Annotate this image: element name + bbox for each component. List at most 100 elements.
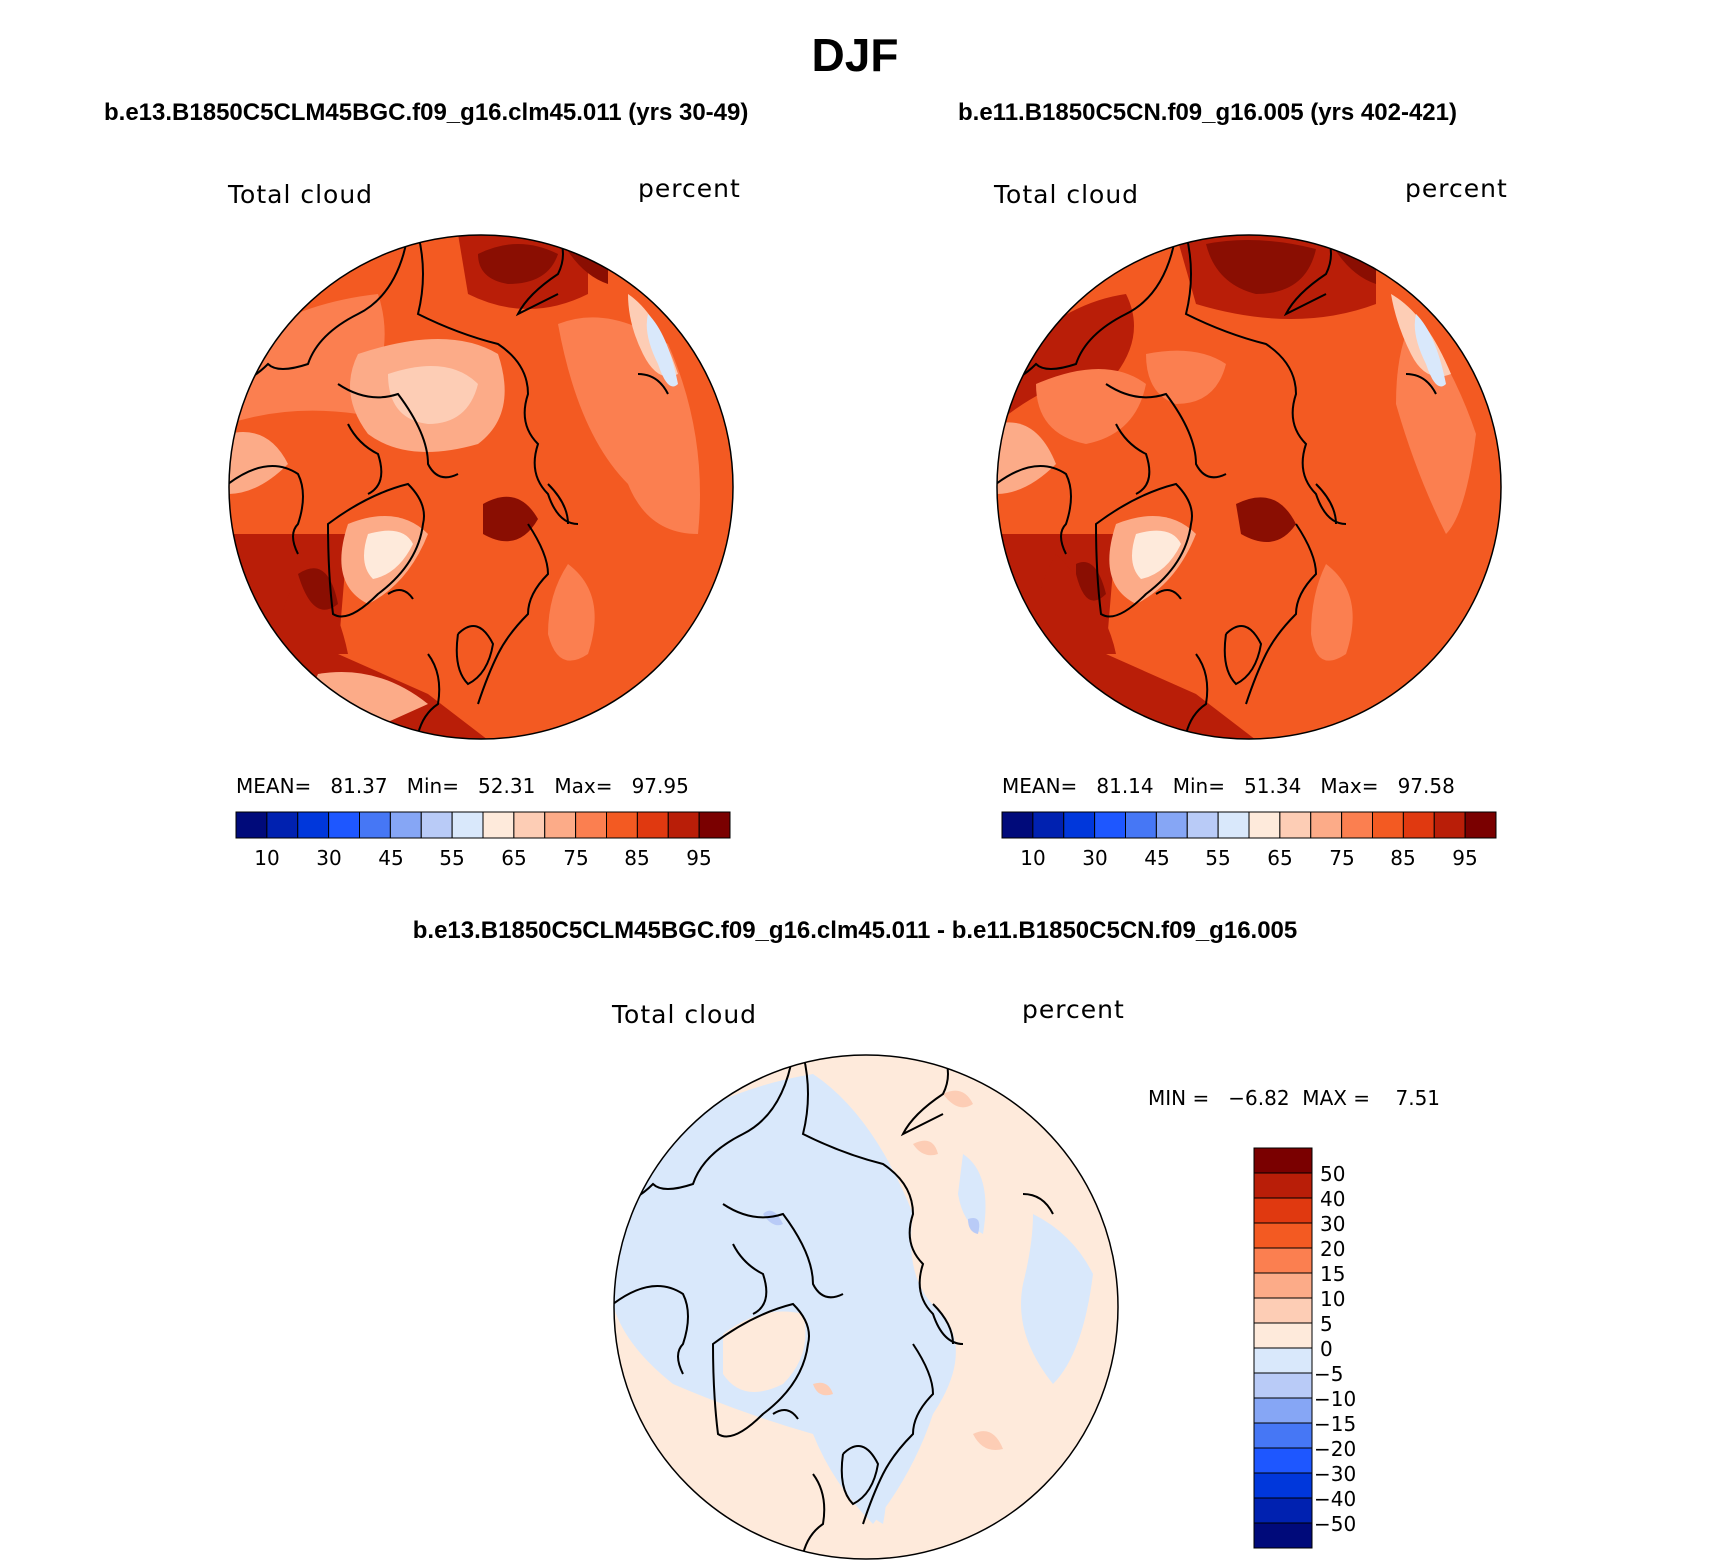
colorbar-swatch: [1341, 811, 1373, 839]
diff-tick: 0: [1320, 1337, 1333, 1361]
panel-1-max-value: 97.95: [631, 774, 689, 798]
colorbar-swatch: [1125, 811, 1157, 839]
diff-tick: −15: [1314, 1412, 1357, 1436]
colorbar-swatch: [1253, 1447, 1313, 1474]
panel-1-stats: MEAN= 81.37 Min= 52.31 Max= 97.95: [236, 774, 689, 798]
diff-variable-label: Total cloud: [612, 1000, 758, 1029]
colorbar-swatch: [1253, 1147, 1313, 1174]
panel-2-min-label: Min=: [1172, 774, 1225, 798]
panel-2-units-label: percent: [1405, 174, 1508, 203]
colorbar-swatch: [1253, 1297, 1313, 1324]
colorbar-swatch: [297, 811, 330, 839]
panel-1-colorbar-ticks: 10 30 45 55 65 75 85 95: [236, 846, 730, 872]
diff-tick: −30: [1314, 1462, 1357, 1486]
colorbar-swatch: [1063, 811, 1096, 839]
panel-1-units-label: percent: [638, 174, 741, 203]
panel-1-case-title: b.e13.B1850C5CLM45BGC.f09_g16.clm45.011 …: [104, 99, 749, 126]
panel-1-tick: 30: [316, 846, 342, 870]
diff-tick: 10: [1320, 1287, 1346, 1311]
diff-tick: −10: [1314, 1387, 1357, 1411]
colorbar-swatch: [420, 811, 453, 839]
colorbar-swatch: [1310, 811, 1343, 839]
panel-2-tick: 45: [1144, 846, 1170, 870]
colorbar-swatch: [667, 811, 700, 839]
diff-colorbar-ticks: 50 40 30 20 15 10 5 0 −5 −10 −15 −20 −30…: [1314, 1152, 1380, 1548]
colorbar-swatch: [451, 811, 484, 839]
diff-tick: −40: [1314, 1487, 1357, 1511]
figure-title: DJF: [811, 29, 899, 81]
colorbar-swatch: [1253, 1172, 1313, 1199]
diff-tick: 40: [1320, 1187, 1346, 1211]
colorbar-swatch: [1253, 1322, 1313, 1349]
panel-1-tick: 65: [501, 846, 527, 870]
panel-2-colorbar-ticks: 10 30 45 55 65 75 85 95: [1002, 846, 1496, 872]
panel-2-mean-label: MEAN=: [1002, 774, 1078, 798]
panel-2-max-value: 97.58: [1397, 774, 1455, 798]
panel-2-map: [996, 234, 1502, 740]
colorbar-swatch: [1253, 1222, 1313, 1249]
panel-1-tick: 10: [254, 846, 280, 870]
panel-2-max-label: Max=: [1320, 774, 1379, 798]
panel-2-tick: 65: [1267, 846, 1293, 870]
panel-1-min-label: Min=: [406, 774, 459, 798]
colorbar-swatch: [1001, 811, 1034, 839]
panel-1-tick: 85: [624, 846, 650, 870]
colorbar-swatch: [606, 811, 638, 839]
panel-1-tick: 95: [686, 846, 712, 870]
diff-tick: 5: [1320, 1312, 1333, 1336]
panel-1-mean-label: MEAN=: [236, 774, 312, 798]
diff-minmax: MIN = −6.82 MAX = 7.51: [1148, 1086, 1441, 1110]
panel-2-tick: 85: [1390, 846, 1416, 870]
colorbar-swatch: [1094, 811, 1126, 839]
panel-1-colorbar: [235, 811, 731, 839]
panel-2-colorbar: [1001, 811, 1497, 839]
panel-1-tick: 75: [563, 846, 589, 870]
diff-colorbar: [1253, 1147, 1313, 1549]
colorbar-swatch: [1464, 811, 1497, 839]
colorbar-swatch: [1253, 1397, 1313, 1424]
panel-1-tick: 55: [439, 846, 465, 870]
colorbar-swatch: [636, 811, 669, 839]
colorbar-swatch: [482, 811, 515, 839]
colorbar-swatch: [544, 811, 577, 839]
colorbar-swatch: [1253, 1247, 1313, 1274]
panel-2-tick: 75: [1329, 846, 1355, 870]
colorbar-swatch: [1253, 1497, 1313, 1524]
colorbar-swatch: [1253, 1372, 1313, 1399]
panel-1-map: [228, 234, 734, 740]
colorbar-swatch: [235, 811, 268, 839]
panel-2-variable-label: Total cloud: [994, 180, 1140, 209]
panel-1-max-label: Max=: [554, 774, 613, 798]
colorbar-swatch: [1279, 811, 1312, 839]
panel-2-tick: 10: [1020, 846, 1046, 870]
colorbar-swatch: [266, 811, 299, 839]
colorbar-swatch: [1155, 811, 1188, 839]
colorbar-swatch: [1433, 811, 1466, 839]
panel-2-tick: 95: [1452, 846, 1478, 870]
colorbar-swatch: [1217, 811, 1250, 839]
colorbar-swatch: [1253, 1472, 1313, 1499]
colorbar-swatch: [1248, 811, 1281, 839]
diff-tick: −5: [1314, 1362, 1344, 1386]
colorbar-swatch: [575, 811, 607, 839]
colorbar-swatch: [359, 811, 391, 839]
colorbar-swatch: [1253, 1197, 1313, 1224]
panel-2-min-value: 51.34: [1244, 774, 1302, 798]
panel-2-case-title: b.e11.B1850C5CN.f09_g16.005 (yrs 402-421…: [958, 99, 1457, 126]
panel-2-stats: MEAN= 81.14 Min= 51.34 Max= 97.58: [1002, 774, 1455, 798]
diff-tick: 20: [1320, 1237, 1346, 1261]
colorbar-swatch: [1032, 811, 1065, 839]
diff-map: [613, 1054, 1119, 1560]
diff-tick: −20: [1314, 1437, 1357, 1461]
colorbar-swatch: [698, 811, 731, 839]
colorbar-swatch: [1402, 811, 1435, 839]
colorbar-swatch: [389, 811, 422, 839]
diff-tick: 15: [1320, 1262, 1346, 1286]
colorbar-swatch: [1372, 811, 1404, 839]
diff-tick: 30: [1320, 1212, 1346, 1236]
colorbar-swatch: [1186, 811, 1219, 839]
panel-1-tick: 45: [378, 846, 404, 870]
panel-1-variable-label: Total cloud: [228, 180, 374, 209]
colorbar-swatch: [1253, 1522, 1313, 1549]
diff-title: b.e13.B1850C5CLM45BGC.f09_g16.clm45.011 …: [412, 917, 1298, 944]
